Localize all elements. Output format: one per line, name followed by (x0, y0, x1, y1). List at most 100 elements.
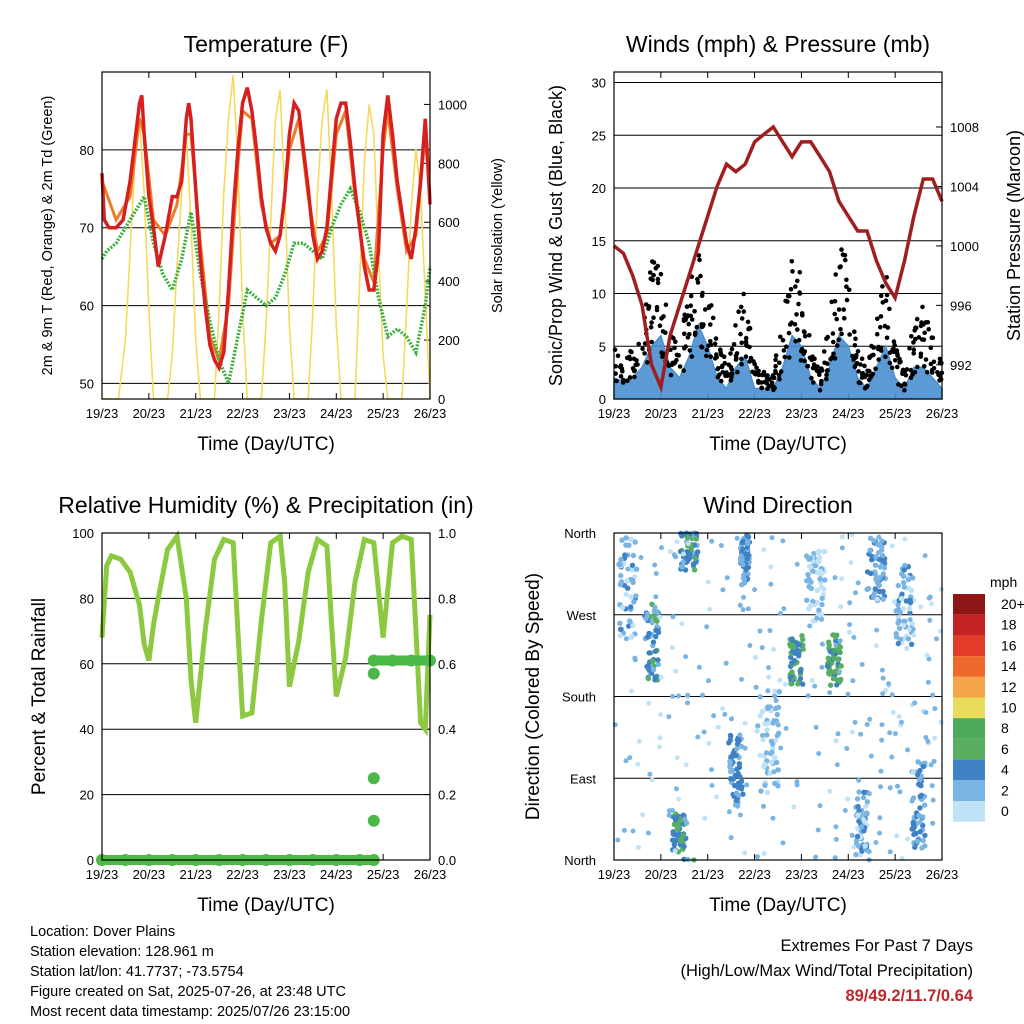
direction-point (910, 575, 916, 581)
direction-point (901, 584, 908, 590)
direction-point (711, 713, 717, 719)
direction-point (632, 539, 638, 545)
direction-point (722, 711, 728, 717)
direction-point (684, 534, 690, 541)
gust-point (663, 330, 668, 336)
direction-point (657, 735, 663, 741)
direction-point (617, 561, 624, 568)
x-tick-label: 24/23 (832, 867, 865, 882)
y-axis-label: 2m & 9m T (Red, Orange) & 2m Td (Green) (40, 96, 56, 376)
direction-point (773, 759, 780, 766)
gust-point (794, 312, 799, 317)
gust-point (924, 370, 930, 375)
direction-point (765, 705, 771, 711)
direction-point (824, 663, 831, 669)
direction-point (814, 587, 820, 594)
direction-point (853, 851, 859, 858)
direction-point (902, 536, 908, 542)
gust-point (706, 305, 712, 311)
direction-point (672, 848, 678, 854)
direction-point (835, 731, 841, 737)
direction-point (880, 571, 886, 577)
x-tick-label: 25/23 (367, 867, 400, 882)
gust-point (658, 271, 664, 277)
gust-point (867, 354, 872, 360)
gust-point (626, 354, 632, 360)
direction-point (896, 714, 902, 719)
legend-title: mph (990, 574, 1017, 590)
direction-point (838, 604, 844, 610)
direction-point (806, 583, 812, 590)
direction-point (764, 750, 769, 756)
direction-point (855, 580, 861, 586)
direction-point (680, 559, 686, 565)
legend-label: 10 (1001, 700, 1017, 716)
x-tick-label: 26/23 (414, 406, 447, 421)
direction-point (772, 693, 778, 699)
direction-point (845, 691, 851, 697)
direction-point (714, 794, 720, 800)
extremes-title: Extremes For Past 7 Days (780, 937, 973, 955)
direction-point (916, 777, 923, 783)
gust-point (773, 370, 778, 376)
gust-point (747, 325, 752, 331)
direction-point (917, 805, 923, 811)
direction-point (659, 545, 664, 551)
y-tick-label: 80 (80, 143, 94, 158)
y-tick-label: 15 (592, 234, 606, 249)
gust-point (802, 334, 808, 339)
direction-point (651, 608, 658, 614)
direction-point (680, 531, 687, 537)
gust-point (632, 368, 637, 373)
gust-point (648, 325, 654, 330)
legend-label: 2 (1001, 782, 1009, 798)
y2-tick-label: 996 (950, 298, 972, 313)
direction-point (720, 706, 725, 712)
direction-point (680, 832, 686, 839)
y2-tick-label: 1.0 (438, 526, 456, 541)
gust-point (769, 380, 775, 386)
direction-point (652, 616, 659, 622)
direction-point (621, 827, 627, 833)
direction-point (727, 768, 734, 775)
gust-point (618, 374, 624, 379)
direction-point (627, 755, 633, 761)
y2-tick-label: 0.8 (438, 591, 456, 606)
direction-point (702, 815, 708, 821)
direction-point (917, 829, 923, 835)
gust-point (883, 354, 888, 360)
direction-point (769, 759, 775, 765)
direction-point (655, 657, 661, 663)
y2-tick-label: 200 (438, 333, 460, 348)
gust-point (895, 364, 900, 370)
y-axis-label: Direction (Colored By Speed) (523, 573, 544, 820)
direction-point (895, 783, 900, 789)
y2-tick-label: 1000 (950, 239, 979, 254)
direction-point (629, 688, 634, 694)
rh-line (99, 529, 433, 737)
direction-point (645, 830, 651, 836)
direction-point (675, 823, 681, 829)
legend-swatch (953, 635, 985, 657)
direction-point (734, 535, 740, 541)
direction-point (740, 546, 746, 552)
direction-point (806, 563, 813, 570)
direction-point (676, 796, 682, 802)
elevation-text: Station elevation: 128.961 m (30, 944, 214, 960)
y2-tick-label: 1008 (950, 120, 979, 135)
direction-point (652, 562, 658, 568)
x-tick-label: 21/23 (691, 406, 724, 421)
direction-point (632, 655, 638, 661)
gust-point (773, 363, 778, 369)
gust-point (651, 272, 656, 278)
direction-point (628, 594, 634, 600)
direction-point (847, 622, 853, 628)
direction-point (839, 534, 845, 540)
direction-point (901, 567, 907, 573)
gust-point (734, 351, 740, 356)
direction-point (734, 766, 740, 772)
gust-point (778, 334, 783, 340)
y-tick-label: 50 (80, 376, 94, 391)
direction-point (806, 576, 812, 582)
direction-point (778, 610, 784, 616)
